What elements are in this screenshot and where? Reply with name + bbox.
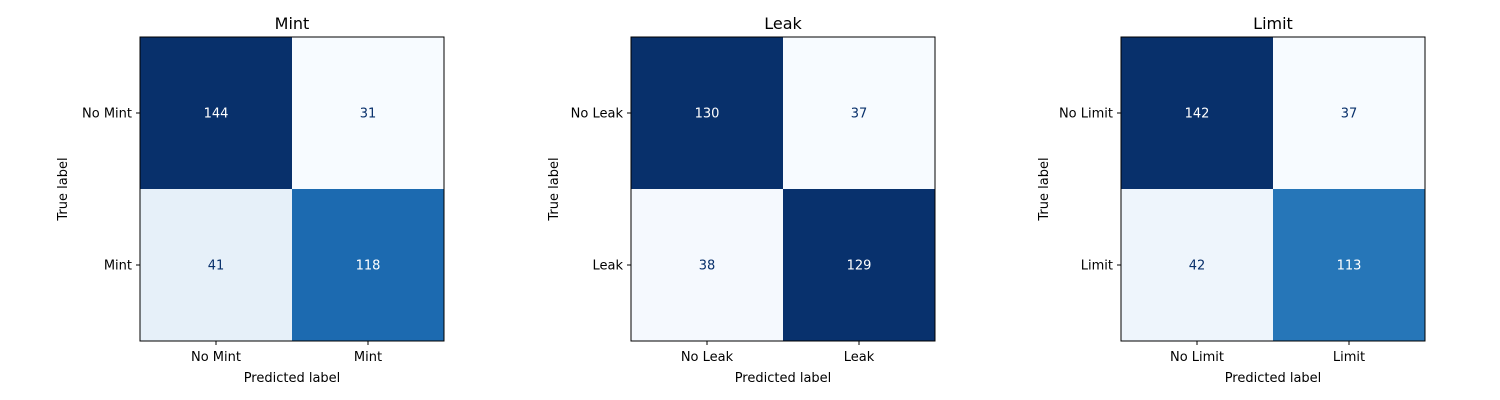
matrix-cell <box>1273 189 1425 341</box>
cell-value-label: 37 <box>1341 107 1358 122</box>
cell-value-label: 41 <box>208 259 225 274</box>
confusion-matrix-mint: 144 31 41 118 Mint No Mint Mint No Mint Mint Pred… <box>56 14 445 386</box>
y-tick-label: No Leak <box>571 107 624 122</box>
plot-frame <box>630 36 936 342</box>
x-axis-label: Predicted label <box>735 371 832 386</box>
chart-title: Limit <box>1253 14 1293 33</box>
x-tick-label: Mint <box>354 350 382 365</box>
x-axis-label: Predicted label <box>1225 371 1322 386</box>
cell-value-label: 31 <box>360 107 377 122</box>
cell-value-label: 38 <box>699 259 716 274</box>
cell-value-label: 113 <box>1337 259 1362 274</box>
cell-value-label: 144 <box>204 107 229 122</box>
y-axis-label: True label <box>1037 157 1052 221</box>
matrix-cell <box>140 37 292 189</box>
confusion-matrix-leak: 130 37 38 129 Leak No Leak Leak No Leak Leak Pred… <box>547 14 936 386</box>
matrix-cell <box>1273 37 1425 189</box>
y-tick-label: Limit <box>1081 259 1113 274</box>
matrix-cell <box>783 37 935 189</box>
cell-value-label: 142 <box>1185 107 1210 122</box>
matrix-cell <box>1121 189 1273 341</box>
cell-value-label: 130 <box>695 107 720 122</box>
y-tick-label: Leak <box>592 259 623 274</box>
y-tick-label: Mint <box>104 259 132 274</box>
matrix-cell <box>1121 37 1273 189</box>
x-axis-label: Predicted label <box>244 371 341 386</box>
plot-frame <box>139 36 445 342</box>
matrix-cell <box>292 37 444 189</box>
confusion-matrix-limit: 142 37 42 113 Limit No Limit Limit No Limit Limi… <box>1037 14 1426 386</box>
cell-value-label: 42 <box>1189 259 1206 274</box>
matrix-cell <box>140 189 292 341</box>
y-tick-label: No Limit <box>1059 107 1113 122</box>
cell-value-label: 129 <box>847 259 872 274</box>
matrix-cell <box>783 189 935 341</box>
y-tick-label: No Mint <box>82 107 132 122</box>
x-tick-label: No Limit <box>1170 350 1224 365</box>
matrix-cell <box>631 37 783 189</box>
chart-title: Mint <box>275 14 310 33</box>
x-tick-label: No Mint <box>191 350 241 365</box>
cell-value-label: 118 <box>356 259 381 274</box>
y-axis-label: True label <box>547 157 562 221</box>
y-axis-label: True label <box>56 157 71 221</box>
x-tick-label: No Leak <box>681 350 734 365</box>
chart-title: Leak <box>764 14 802 33</box>
x-tick-label: Limit <box>1333 350 1365 365</box>
matrix-cell <box>631 189 783 341</box>
cell-value-label: 37 <box>851 107 868 122</box>
matrix-cell <box>292 189 444 341</box>
plot-frame <box>1120 36 1426 342</box>
x-tick-label: Leak <box>844 350 875 365</box>
